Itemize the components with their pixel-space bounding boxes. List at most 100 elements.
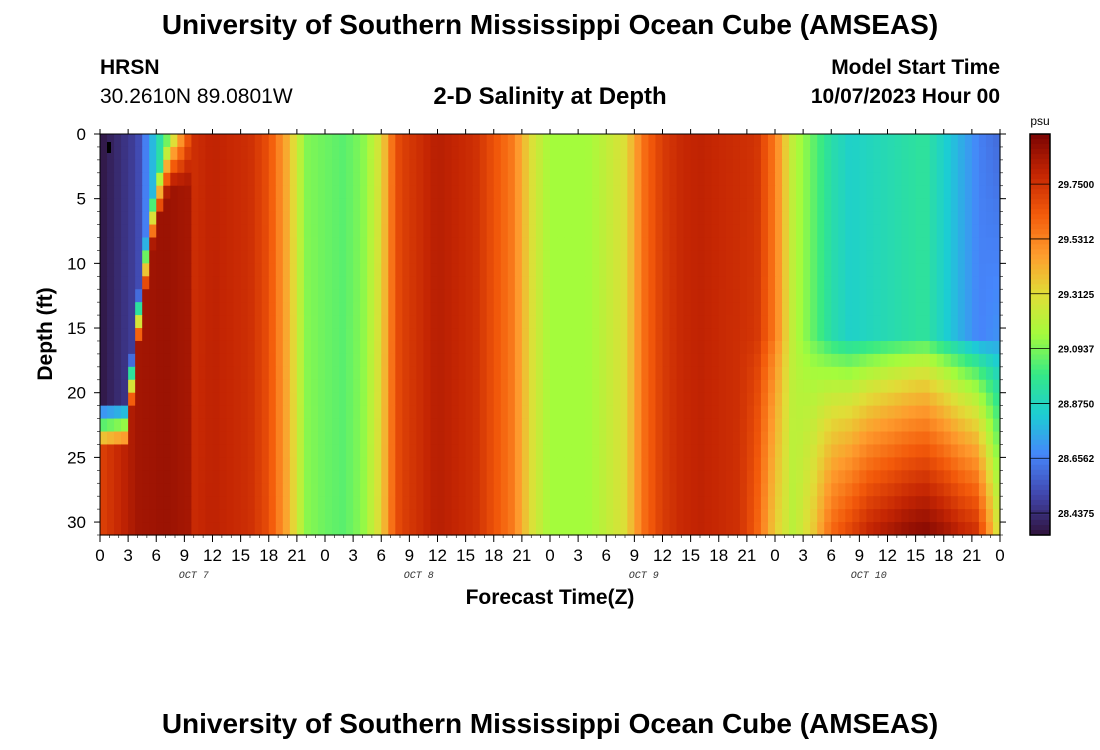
heatmap-cell xyxy=(704,289,713,303)
heatmap-cell xyxy=(697,418,706,433)
heatmap-cell xyxy=(507,328,516,342)
heatmap-cell xyxy=(648,211,657,226)
heatmap-cell xyxy=(465,134,474,148)
heatmap-cell xyxy=(662,392,671,407)
heatmap-cell xyxy=(268,522,277,536)
heatmap-cell xyxy=(465,328,474,342)
colorbar-segment xyxy=(1030,349,1050,356)
heatmap-cell xyxy=(831,185,839,200)
heatmap-cell xyxy=(395,353,403,368)
heatmap-cell xyxy=(486,470,495,484)
heatmap-cell xyxy=(542,379,551,394)
heatmap-cell xyxy=(669,224,678,239)
heatmap-cell xyxy=(423,172,432,187)
heatmap-cell xyxy=(472,159,481,174)
heatmap-cell xyxy=(310,328,319,342)
heatmap-cell xyxy=(852,289,860,303)
heatmap-cell xyxy=(782,418,790,433)
heatmap-cell xyxy=(325,392,333,407)
heatmap-cell xyxy=(887,340,896,355)
heatmap-cell xyxy=(325,431,333,446)
heatmap-cell xyxy=(641,340,650,355)
heatmap-cell xyxy=(775,237,783,252)
heatmap-cell xyxy=(472,522,481,536)
heatmap-cell xyxy=(493,198,502,213)
heatmap-cell xyxy=(289,276,298,290)
heatmap-cell xyxy=(894,159,903,174)
heatmap-cell xyxy=(346,353,354,368)
heatmap-cell xyxy=(641,198,650,213)
heatmap-cell xyxy=(128,289,136,303)
heatmap-cell xyxy=(416,444,425,458)
heatmap-cell xyxy=(374,483,382,497)
heatmap-cell xyxy=(753,250,762,264)
heatmap-cell xyxy=(634,237,643,252)
heatmap-cell xyxy=(971,289,980,303)
heatmap-cell xyxy=(303,289,312,303)
station-name: HRSN xyxy=(100,56,160,79)
heatmap-cell xyxy=(402,237,410,252)
heatmap-cell xyxy=(184,315,193,329)
heatmap-cell xyxy=(550,289,558,303)
heatmap-cell xyxy=(325,302,333,316)
heatmap-cell xyxy=(978,392,987,407)
heatmap-cell xyxy=(859,483,868,497)
heatmap-cell xyxy=(416,353,425,368)
heatmap-cell xyxy=(592,263,600,277)
heatmap-cell xyxy=(451,159,460,174)
heatmap-cell xyxy=(599,276,607,290)
heatmap-cell xyxy=(374,146,382,161)
heatmap-cell xyxy=(374,418,382,433)
heatmap-cell xyxy=(873,263,882,277)
heatmap-cell xyxy=(943,353,952,368)
heatmap-cell xyxy=(212,496,221,510)
heatmap-cell xyxy=(845,159,853,174)
model-start-value: 10/07/2023 Hour 00 xyxy=(810,85,1000,108)
heatmap-cell xyxy=(564,392,572,407)
heatmap-cell xyxy=(360,418,368,433)
heatmap-cell xyxy=(507,509,516,523)
heatmap-cell xyxy=(535,289,544,303)
station-marker xyxy=(107,142,111,153)
heatmap-cell xyxy=(226,379,235,394)
heatmap-cell xyxy=(599,431,607,446)
heatmap-cell xyxy=(824,522,832,536)
heatmap-cell xyxy=(100,496,108,510)
heatmap-cell xyxy=(240,405,249,420)
heatmap-cell xyxy=(662,172,671,187)
heatmap-cell xyxy=(943,302,952,316)
heatmap-cell xyxy=(725,444,734,458)
heatmap-cell xyxy=(866,379,875,394)
heatmap-cell xyxy=(437,172,446,187)
heatmap-cell xyxy=(662,522,671,536)
heatmap-cell xyxy=(992,185,1001,200)
heatmap-cell xyxy=(971,237,980,252)
heatmap-cell xyxy=(796,366,804,381)
heatmap-cell xyxy=(135,302,143,316)
heatmap-cell xyxy=(676,302,685,316)
heatmap-cell xyxy=(325,159,333,174)
heatmap-cell xyxy=(142,159,150,174)
heatmap-cell xyxy=(346,134,354,148)
heatmap-cell xyxy=(332,185,340,200)
heatmap-cell xyxy=(943,483,952,497)
heatmap-cell xyxy=(156,353,164,368)
heatmap-cell xyxy=(332,172,340,187)
heatmap-cell xyxy=(831,302,839,316)
heatmap-cell xyxy=(142,276,150,290)
heatmap-cell xyxy=(964,159,973,174)
heatmap-cell xyxy=(247,353,256,368)
heatmap-cell xyxy=(374,198,382,213)
heatmap-cell xyxy=(247,431,256,446)
heatmap-cell xyxy=(303,392,312,407)
heatmap-cell xyxy=(114,302,122,316)
heatmap-cell xyxy=(599,522,607,536)
heatmap-cell xyxy=(550,211,558,226)
heatmap-cell xyxy=(971,444,980,458)
heatmap-cell xyxy=(261,211,270,226)
heatmap-cell xyxy=(789,250,797,264)
heatmap-cell xyxy=(184,263,193,277)
heatmap-cell xyxy=(669,302,678,316)
heatmap-cell xyxy=(310,496,319,510)
heatmap-cell xyxy=(936,431,945,446)
